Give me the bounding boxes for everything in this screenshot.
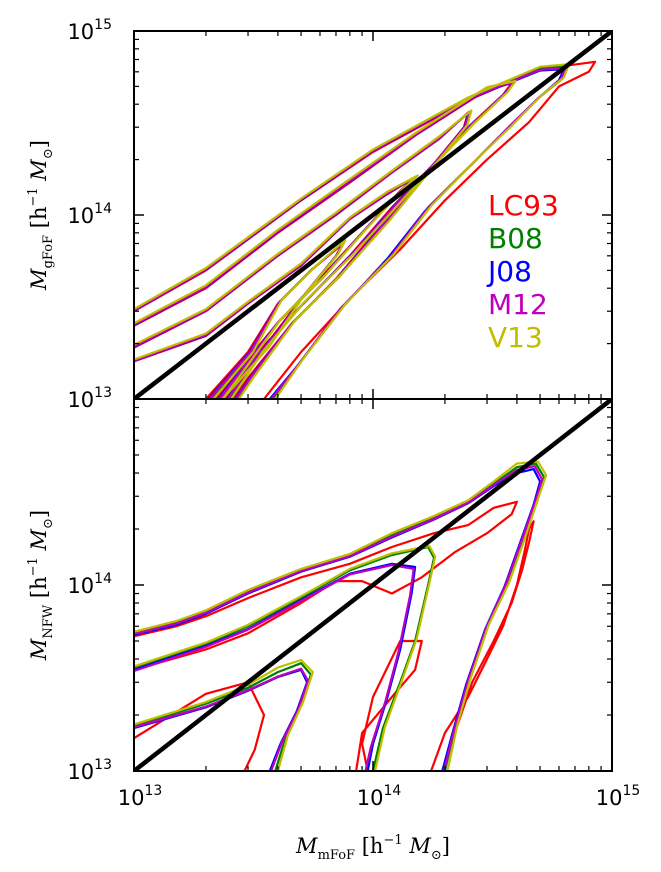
contour-v13-1 bbox=[134, 79, 517, 399]
legend-m12: M12 bbox=[488, 288, 548, 321]
top-contours bbox=[134, 60, 597, 399]
x-tick-label: 1015 bbox=[596, 783, 641, 810]
contour-lc93-1 bbox=[134, 82, 513, 399]
contour-lc93-2 bbox=[134, 111, 470, 399]
contour-v13-0 bbox=[134, 63, 570, 399]
contour-m12-2 bbox=[134, 667, 310, 771]
y-tick-label: 1014 bbox=[67, 201, 112, 228]
top-y-axis-label: MgFoF [h−1 M⊙] bbox=[26, 140, 56, 291]
contour-v13-3 bbox=[134, 174, 419, 399]
bottom-one-to-one-line bbox=[134, 399, 612, 771]
contour-v13-0 bbox=[134, 460, 548, 771]
y-tick-label: 1013 bbox=[67, 757, 112, 784]
y-tick-label: 1014 bbox=[67, 571, 112, 598]
x-tick-label: 1013 bbox=[118, 783, 163, 810]
bottom-y-axis-label: MNFW [h−1 M⊙] bbox=[26, 510, 56, 661]
contour-v13-2 bbox=[134, 658, 314, 771]
contour-v13-1 bbox=[134, 544, 437, 771]
legend-lc93: LC93 bbox=[488, 189, 559, 222]
bottom-panel: 1013 1014 1013 1014 1015 MNFW [h−1 M⊙] MmFoF… bbox=[26, 398, 641, 863]
contour-m12-0 bbox=[134, 465, 544, 771]
contour-j08-2 bbox=[134, 111, 470, 399]
top-ticks: 1013 1014 1015 bbox=[67, 17, 613, 412]
x-tick-label: 1014 bbox=[357, 783, 402, 810]
top-one-to-one-line bbox=[134, 31, 612, 399]
bottom-ticks: 1013 1014 1013 1014 1015 bbox=[67, 398, 641, 810]
y-tick-label: 1013 bbox=[67, 385, 112, 412]
contour-lc93-2 bbox=[355, 639, 423, 771]
contour-v13-2 bbox=[134, 109, 473, 399]
contour-lc93-1 bbox=[134, 681, 266, 771]
contour-m12-2 bbox=[134, 110, 471, 399]
legend-j08: J08 bbox=[486, 255, 532, 288]
legend-v13: V13 bbox=[488, 321, 543, 354]
bottom-contours bbox=[134, 460, 548, 771]
contour-j08-1 bbox=[134, 81, 514, 399]
contour-b08-2 bbox=[134, 110, 472, 399]
contour-m12-1 bbox=[134, 564, 415, 771]
contour-m12-4 bbox=[208, 240, 346, 399]
y-tick-label: 1015 bbox=[67, 17, 112, 44]
legend-b08: B08 bbox=[488, 222, 543, 255]
bottom-x-axis-label: MmFoF [h−1 M⊙] bbox=[295, 833, 450, 863]
contour-v13-4 bbox=[212, 239, 347, 399]
contour-lc93-3 bbox=[430, 520, 535, 771]
